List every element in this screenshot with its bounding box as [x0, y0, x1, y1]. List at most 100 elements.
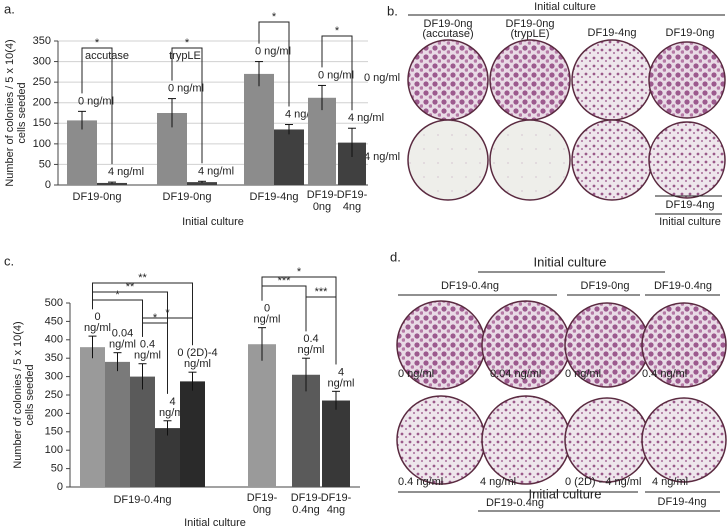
text-line: ng/ml: [84, 322, 111, 334]
y-tick-label: 450: [45, 315, 63, 327]
dish-label: 0 ng/ml: [398, 368, 434, 380]
x-tick-label: DF19-0ng: [307, 189, 338, 213]
column-label: DF19-0.4ng: [441, 280, 499, 292]
dish: [396, 395, 486, 485]
text-line: ng/ml: [298, 344, 325, 356]
text-line: 0ng: [253, 504, 271, 516]
x-tick-label: DF19-0ng: [163, 191, 212, 203]
text-line: DF19-: [247, 492, 278, 504]
bar-label: 4 ng/ml: [328, 366, 355, 389]
text-line: Number of colonies / 5 x 10(4): [4, 39, 16, 186]
bar-label: 0 ng/ml: [78, 95, 114, 107]
bar: [322, 400, 350, 487]
bar-label: 0.4 ng/ml: [298, 333, 325, 356]
y-axis-label: Number of colonies / 5 x 10(4)cells seed…: [12, 321, 36, 468]
dish-label: 0 ng/ml: [565, 368, 601, 380]
x-tick-label: DF19-0ng: [73, 191, 122, 203]
bar: [97, 182, 127, 185]
bar-label: 4 ng/ml: [108, 166, 144, 178]
y-tick-label: 100: [45, 444, 63, 456]
bar: [105, 361, 130, 487]
y-tick-label: 350: [45, 352, 63, 364]
significance-label: *: [95, 37, 100, 49]
y-tick-label: 300: [45, 371, 63, 383]
x-axis-label: Initial culture: [184, 517, 246, 529]
footer-label: DF19-4ng: [666, 199, 715, 211]
y-tick-label: 0: [45, 179, 51, 191]
dish-label: 0.04 ng/ml: [490, 368, 541, 380]
column-label: DF19-0ng: [581, 280, 630, 292]
bar: [180, 381, 205, 487]
text-line: 0 ng/ml: [255, 45, 291, 57]
row-label: 4 ng/ml: [364, 151, 400, 163]
dish: [648, 121, 726, 199]
bar: [248, 344, 276, 487]
bar-label: 0.04 ng/ml: [109, 328, 136, 351]
dish-label: 4 ng/ml: [480, 476, 516, 488]
column-label: DF19-0ng (trypLE): [506, 18, 555, 40]
bar-label: 0 ng/ml: [318, 69, 354, 81]
text-line: DF19-: [291, 492, 322, 504]
text-line: Number of colonies / 5 x 10(4): [12, 321, 24, 468]
text-line: 4: [169, 396, 175, 408]
panel-label: c.: [4, 253, 14, 268]
column-label: DF19-0.4ng: [654, 280, 712, 292]
dish: [571, 39, 653, 121]
significance-label: **: [126, 281, 135, 293]
footer-label: Initial culture: [529, 486, 602, 501]
x-tick-label: DF19-0ng: [247, 492, 278, 516]
panel-b: b. Initial culture DF19-0ng (accutase) DF…: [364, 1, 726, 228]
bar-label: 0 ng/ml: [254, 303, 281, 326]
dish: [407, 119, 489, 201]
bar-label: 0 ng/ml: [84, 311, 111, 334]
panel-label: a.: [4, 1, 15, 16]
y-tick-label: 400: [45, 334, 63, 346]
significance-label: *: [115, 289, 120, 301]
bar: [80, 347, 105, 487]
significance-label: **: [138, 272, 147, 284]
text-line: 0 ng/ml: [78, 95, 114, 107]
significance-label: *: [272, 11, 277, 23]
x-tick-label: DF19-4ng: [337, 189, 368, 213]
significance-bracket: [321, 35, 353, 111]
text-line: cells seeded: [16, 82, 28, 143]
column-label: DF19-4ng: [588, 27, 637, 39]
header: Initial culture: [534, 254, 607, 269]
header: Initial culture: [534, 1, 596, 13]
y-tick-label: 500: [45, 297, 63, 309]
text-line: 4ng: [343, 201, 361, 213]
x-axis-label: Initial culture: [182, 216, 244, 228]
significance-label: *: [165, 307, 170, 319]
y-tick-label: 100: [33, 138, 51, 150]
dish: [641, 302, 727, 388]
dish: [641, 397, 727, 483]
text-line: 0: [94, 311, 100, 323]
significance-label: *: [335, 25, 340, 37]
dish: [571, 119, 653, 201]
text-line: 0.4ng: [292, 504, 320, 516]
y-tick-label: 250: [45, 389, 63, 401]
dish-label: 0.4 ng/ml: [642, 368, 687, 380]
y-tick-label: 150: [33, 117, 51, 129]
bar: [244, 73, 274, 185]
y-tick-label: 250: [33, 76, 51, 88]
text-line: DF19-: [337, 189, 368, 201]
text-line: 0: [264, 303, 270, 315]
dish: [564, 397, 650, 483]
significance-bracket: [258, 21, 290, 107]
bar-label: 4 ng/ml: [348, 112, 384, 124]
bar-label: 4 ng/ml: [159, 396, 186, 419]
annotation: accutase: [85, 50, 129, 62]
panel-label: b.: [387, 3, 398, 18]
column-label: DF19-0ng (accutase): [422, 18, 473, 40]
significance-bracket: [305, 296, 337, 365]
footer-label: Initial culture: [659, 216, 721, 228]
bar: [292, 374, 320, 487]
text-line: 0.4: [303, 333, 318, 345]
text-line: DF19-: [321, 492, 352, 504]
column-label: DF19-0ng: [666, 27, 715, 39]
significance-bracket: [81, 47, 113, 165]
text-line: 0 (2D)-4: [177, 347, 217, 359]
text-line: ng/ml: [184, 358, 211, 370]
